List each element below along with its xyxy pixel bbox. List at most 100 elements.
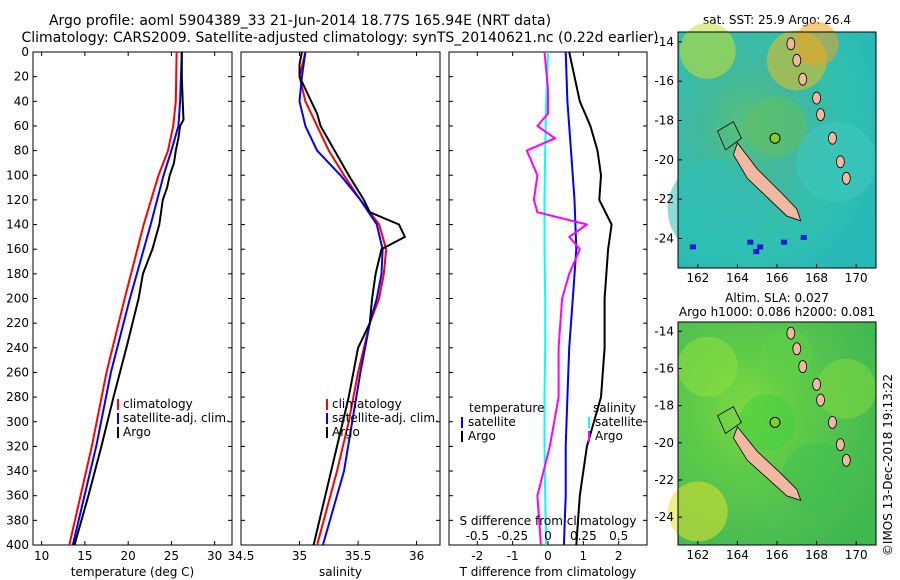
salinity-panel: 34.5 35 35.5 36 salinity climatologysatellite…: [228, 51, 441, 579]
x2-tick-label: -0.5: [466, 529, 489, 543]
y-tick-label: 300: [6, 415, 29, 429]
map-y-tick-label: -22: [654, 192, 674, 206]
island-vanuatu: [786, 37, 796, 51]
missing-data-cell: [753, 249, 760, 255]
temperature-panel: 0 20 40 60 80 100 120 140 160 180 200 220 240 260 280 3…: [6, 45, 233, 579]
missing-data-cell: [800, 234, 807, 240]
map-y-tick-label: -18: [654, 399, 674, 413]
island-vanuatu: [792, 342, 802, 356]
x-axis-label: T difference from climatology: [459, 565, 637, 579]
map-x-tick-label: 168: [805, 548, 828, 562]
x-tick-label: 2: [615, 549, 623, 563]
x-tick-label: 20: [121, 549, 136, 563]
map-y-tick-label: -14: [654, 324, 674, 338]
x-tick-label: -2: [471, 549, 483, 563]
map-y-tick-label: -24: [654, 232, 674, 246]
y-tick-label: 160: [6, 242, 29, 256]
island-vanuatu: [828, 131, 837, 145]
missing-data-cell: [747, 239, 754, 245]
axes-frame: [448, 51, 648, 546]
map-y-tick-label: -16: [654, 361, 674, 375]
axes-frame: [32, 51, 233, 546]
legend-label: Argo: [123, 425, 151, 439]
x2-tick-label: 0.25: [570, 529, 597, 543]
sla-map-title-1: Altim. SLA: 0.027: [725, 291, 829, 305]
map-y-tick-label: -20: [654, 153, 674, 167]
y-tick-label: 140: [6, 218, 29, 232]
map-x-tick-label: 168: [805, 271, 828, 285]
argo-position-marker: [769, 416, 781, 428]
map-blob: [781, 443, 852, 514]
axes-frame: [240, 51, 441, 546]
island-vanuatu: [786, 326, 796, 340]
series-line-climatology: [298, 51, 388, 546]
x-tick-label: 10: [34, 549, 49, 563]
y-tick-label: 20: [14, 70, 29, 84]
island-new-caledonia: [732, 142, 802, 222]
series-line-t-satellite: [562, 51, 578, 546]
map-y-tick-label: -18: [654, 114, 674, 128]
map-x-tick-label: 170: [845, 271, 868, 285]
map-y-tick-label: -20: [654, 436, 674, 450]
y-tick-label: 100: [6, 168, 29, 182]
legend-label: satellite: [468, 415, 516, 429]
legend-label: satellite: [595, 415, 643, 429]
legend-label: satellite-adj. clim.: [332, 411, 439, 425]
island-vanuatu: [798, 72, 808, 86]
island-vanuatu: [812, 378, 821, 391]
series-line-satellite-adj-clim-: [298, 51, 384, 546]
island-vanuatu: [792, 53, 802, 67]
map-blob: [816, 358, 877, 419]
x-tick-label: 35: [292, 549, 307, 563]
missing-data-cell: [780, 239, 787, 245]
x-tick-label: 1: [580, 549, 588, 563]
x-axis-label: salinity: [319, 565, 362, 579]
y-tick-label: 180: [6, 267, 29, 281]
y-tick-label: 260: [6, 365, 29, 379]
x-tick-label: 30: [207, 549, 222, 563]
island-vanuatu: [841, 171, 851, 185]
sst-map: sat. SST: 25.9 Argo: 26.4 -14 -16 -18 -20 -2…: [654, 13, 877, 285]
y-tick-label: 220: [6, 316, 29, 330]
map-x-tick-label: 162: [686, 271, 709, 285]
x-tick-label: 25: [164, 549, 179, 563]
missing-data-cell: [757, 244, 764, 250]
legend-label: climatology: [123, 397, 193, 411]
reef-outline: [717, 406, 742, 435]
sla-map-title-2: Argo h1000: 0.086 h2000: 0.081: [679, 305, 875, 319]
credit-text: ©IMOS 13-Dec-2018 19:13:22: [881, 374, 895, 556]
x-tick-label: 34.5: [228, 549, 255, 563]
x-tick-label: 35.5: [345, 549, 372, 563]
map-y-tick-label: -22: [654, 473, 674, 487]
island-vanuatu: [835, 438, 845, 452]
title-line-1: Argo profile: aoml 5904389_33 21-Jun-201…: [49, 13, 551, 29]
map-x-tick-label: 162: [686, 548, 709, 562]
map-x-tick-label: 170: [845, 548, 868, 562]
map-y-tick-label: -16: [654, 74, 674, 88]
map-y-tick-label: -24: [654, 510, 674, 524]
island-vanuatu: [835, 155, 845, 169]
y-tick-label: 320: [6, 439, 29, 453]
legend-label: satellite-adj. clim.: [123, 411, 230, 425]
reef-outline: [717, 121, 742, 151]
argo-position-marker: [769, 132, 781, 144]
x2-axis-label: S difference from climatology: [460, 514, 637, 528]
map-blob: [794, 21, 839, 66]
map-y-tick-label: -14: [654, 35, 674, 49]
x-axis-label: temperature (deg C): [71, 565, 194, 579]
y-tick-label: 200: [6, 292, 29, 306]
y-tick-label: 0: [21, 45, 29, 59]
island-vanuatu: [816, 393, 825, 407]
y-tick-label: 40: [14, 94, 29, 108]
legend-label: climatology: [332, 397, 402, 411]
series-line-satellite-adj-clim-: [71, 51, 183, 546]
x2-tick-label: 0: [544, 529, 552, 543]
x2-tick-label: 0.5: [609, 529, 628, 543]
map-blob: [679, 22, 736, 79]
island-vanuatu: [798, 360, 808, 374]
series-line-argo: [73, 52, 185, 546]
island-vanuatu: [812, 91, 821, 105]
x-tick-label: -1: [507, 549, 519, 563]
legend-title: salinity: [593, 401, 636, 415]
island-new-caledonia: [732, 425, 802, 502]
